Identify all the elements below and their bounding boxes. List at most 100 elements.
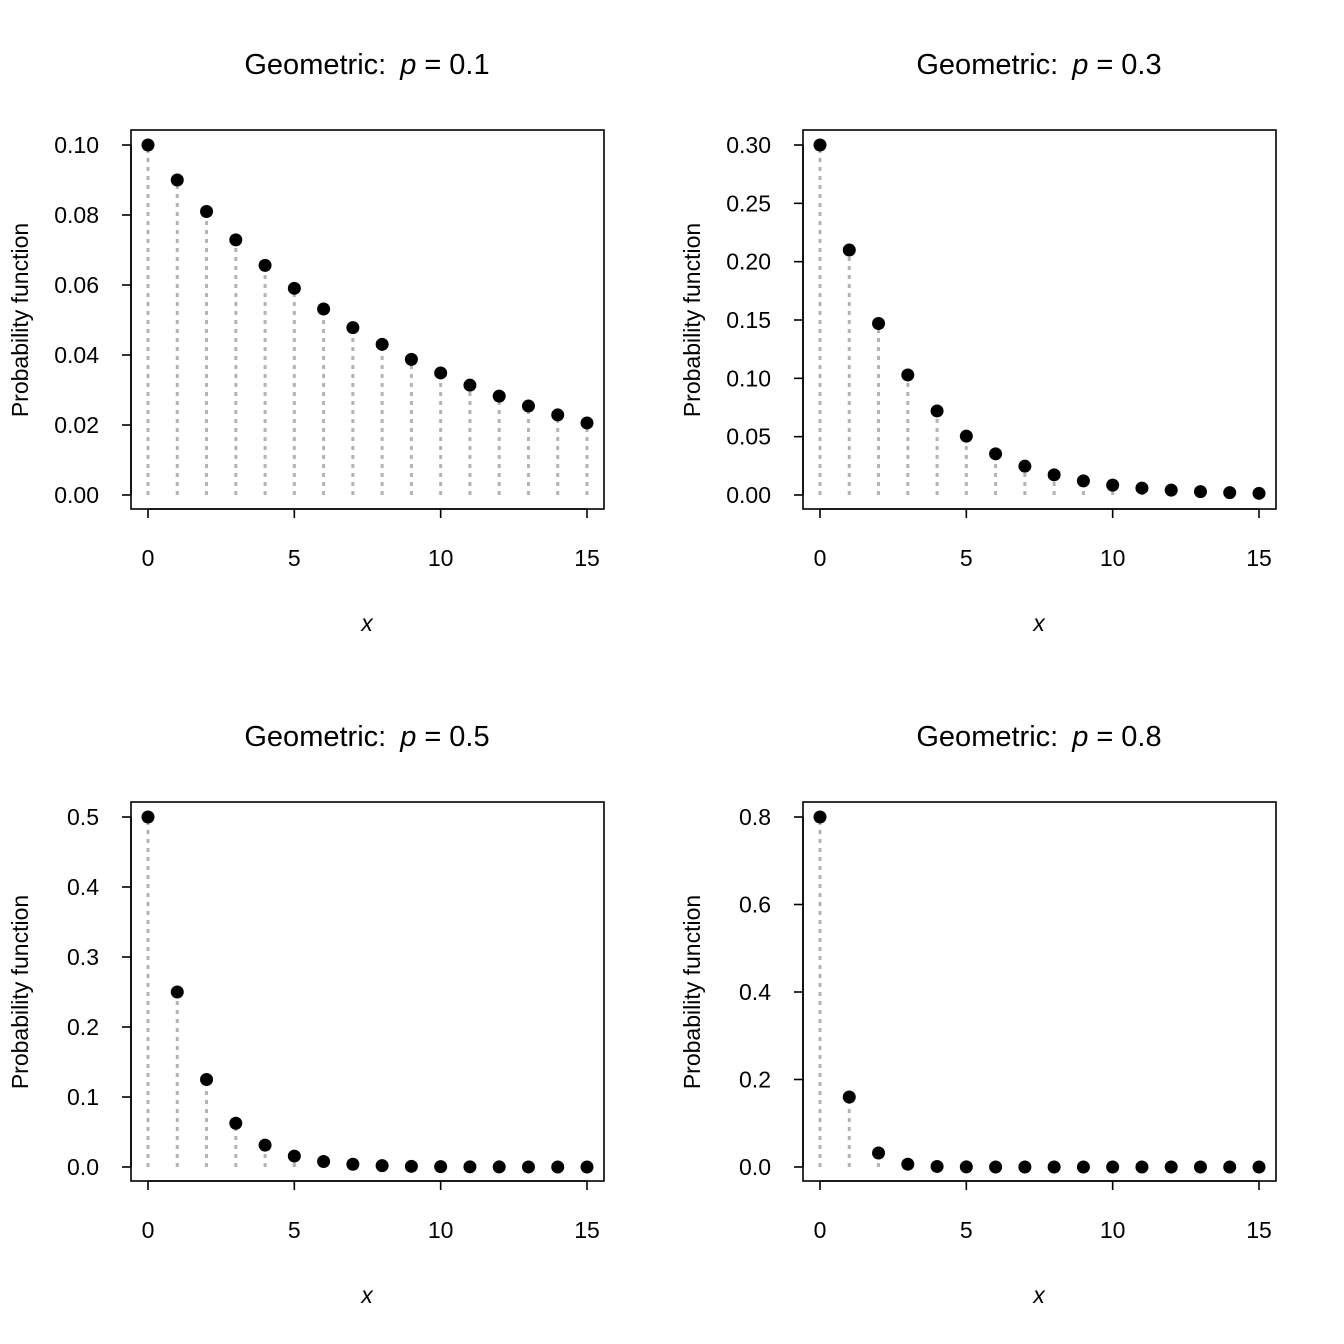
data-point — [1193, 485, 1207, 499]
y-tick-label: 0.00 — [726, 482, 771, 508]
data-point — [989, 1160, 1003, 1174]
data-point — [317, 1155, 331, 1169]
title-value: 0.3 — [1121, 49, 1161, 81]
title-param: p — [1071, 721, 1088, 753]
data-point — [813, 810, 827, 824]
data-point — [317, 302, 331, 316]
data-point — [1252, 1160, 1266, 1174]
y-tick-label: 0.6 — [739, 892, 771, 918]
y-tick-label: 0.25 — [726, 190, 771, 216]
data-point — [959, 429, 973, 443]
chart-panel-1: Geometric: p = 0.30 5 10 15x0.000.050.100.150.… — [679, 49, 1277, 636]
title-eq: = — [1096, 721, 1113, 753]
data-point — [1135, 1160, 1149, 1174]
y-axis-label: Probability function — [679, 895, 705, 1089]
y-tick-label: 0.8 — [739, 804, 771, 830]
data-point — [580, 1160, 594, 1174]
data-point — [1018, 1160, 1032, 1174]
title-prefix: Geometric: — [244, 49, 386, 81]
y-axis-label: Probability function — [7, 223, 33, 417]
y-tick-label: 0.02 — [54, 412, 99, 438]
x-axis-label: x — [360, 1282, 374, 1308]
chart-panel-3: Geometric: p = 0.80 5 10 15x0.00.20.40.60.8Pro… — [679, 721, 1277, 1308]
data-point — [375, 337, 389, 351]
data-point — [258, 258, 272, 272]
x-tick-label: 0 — [814, 1217, 827, 1243]
data-point — [521, 399, 535, 413]
data-point — [580, 416, 594, 430]
y-tick-label: 0.05 — [726, 424, 771, 450]
x-tick-label: 5 — [288, 1217, 301, 1243]
title-prefix: Geometric: — [916, 721, 1058, 753]
plot-frame — [802, 801, 1277, 1182]
title-value: 0.1 — [449, 49, 489, 81]
y-tick-label: 0.0 — [739, 1154, 771, 1180]
x-tick-label: 10 — [1100, 545, 1126, 571]
data-point — [1164, 483, 1178, 497]
data-point — [842, 1090, 856, 1104]
data-point — [141, 810, 155, 824]
y-tick-label: 0.4 — [739, 979, 771, 1005]
data-point — [229, 233, 243, 247]
data-point — [872, 317, 886, 330]
y-axis-label: Probability function — [679, 223, 705, 417]
data-point — [872, 1146, 886, 1160]
y-tick-label: 0.10 — [726, 365, 771, 391]
data-point — [200, 1073, 214, 1086]
data-point — [551, 408, 565, 422]
data-point — [842, 243, 856, 257]
data-point — [141, 138, 155, 152]
data-point — [959, 1160, 973, 1174]
title-param: p — [399, 49, 416, 81]
y-tick-label: 0.00 — [54, 482, 99, 508]
data-point — [463, 378, 477, 392]
y-tick-label: 0.15 — [726, 307, 771, 333]
chart-panel-0: Geometric: p = 0.10 5 10 15x0.000.020.040.060.… — [7, 49, 605, 636]
data-point — [901, 368, 915, 382]
title-prefix: Geometric: — [244, 721, 386, 753]
y-tick-label: 0.1 — [67, 1084, 99, 1110]
x-tick-label: 5 — [960, 545, 973, 571]
title-value: 0.8 — [1121, 721, 1161, 753]
x-tick-label: 5 — [288, 545, 301, 571]
data-point — [434, 1160, 448, 1174]
x-axis-label: x — [360, 610, 374, 636]
data-point — [1047, 468, 1061, 482]
x-tick-label: 0 — [142, 545, 155, 571]
data-point — [375, 1159, 389, 1173]
data-point — [1135, 481, 1149, 495]
data-point — [1106, 478, 1120, 492]
data-point — [404, 352, 418, 366]
x-tick-label: 0 — [142, 1217, 155, 1243]
data-point — [1106, 1160, 1120, 1174]
data-point — [1018, 459, 1032, 473]
chart-panel-2: Geometric: p = 0.50 5 10 15x0.00.10.20.30.40.5… — [7, 721, 605, 1308]
y-tick-label: 0.06 — [54, 272, 99, 298]
x-tick-label: 15 — [574, 545, 600, 571]
data-point — [551, 1160, 565, 1174]
data-point — [434, 366, 448, 380]
data-point — [287, 1149, 301, 1163]
title-eq: = — [424, 721, 441, 753]
data-point — [813, 138, 827, 152]
title-param: p — [399, 721, 416, 753]
x-tick-label: 15 — [1246, 545, 1272, 571]
x-tick-label: 15 — [1246, 1217, 1272, 1243]
data-point — [258, 1138, 272, 1152]
y-tick-label: 0.30 — [726, 132, 771, 158]
data-point — [1076, 474, 1090, 488]
chart-title: Geometric: p = 0.5 — [244, 721, 489, 753]
x-tick-label: 10 — [1100, 1217, 1126, 1243]
title-value: 0.5 — [449, 721, 489, 753]
y-tick-label: 0.2 — [67, 1014, 99, 1040]
x-axis-label: x — [1032, 1282, 1046, 1308]
data-point — [1223, 486, 1237, 500]
data-point — [287, 281, 301, 295]
x-axis-label: x — [1032, 610, 1046, 636]
data-point — [930, 404, 944, 418]
data-point — [346, 321, 360, 335]
data-point — [200, 205, 214, 218]
y-tick-label: 0.10 — [54, 132, 99, 158]
data-point — [404, 1159, 418, 1173]
